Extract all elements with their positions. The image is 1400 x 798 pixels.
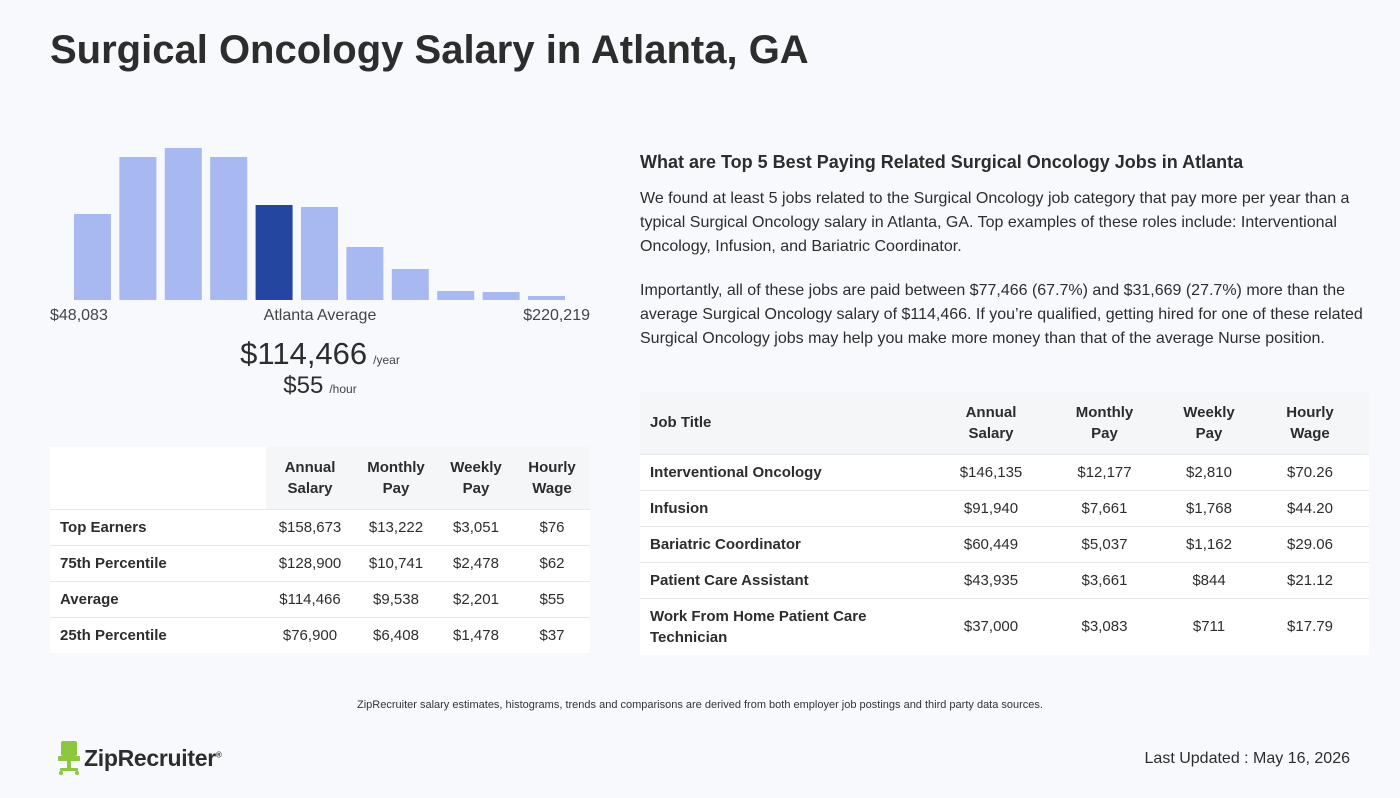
histogram-bar [528, 296, 565, 300]
hourly-wage-cell: $55 [514, 580, 590, 617]
hourly-wage-cell: $29.06 [1251, 525, 1369, 562]
histogram-bar [164, 148, 202, 300]
percentile-label: 25th Percentile [50, 616, 266, 653]
average-yearly-value: $114,466 [240, 336, 368, 371]
average-yearly-salary: $114,466/year [50, 336, 590, 372]
related-header-weekly: Weekly Pay [1167, 392, 1251, 454]
annual-salary-cell: $37,000 [940, 597, 1042, 655]
histogram-bar-average [255, 205, 293, 300]
histogram-bar [391, 269, 429, 300]
histogram-bar [210, 157, 248, 300]
job-title-cell: Patient Care Assistant [640, 561, 940, 598]
percentile-label: 75th Percentile [50, 544, 266, 581]
annual-salary-cell: $91,940 [940, 489, 1042, 526]
annual-salary-cell: $114,466 [266, 580, 354, 617]
percentile-header-annual: Annual Salary [266, 447, 354, 509]
histogram-mid-label: Atlanta Average [263, 307, 377, 324]
monthly-pay-cell: $12,177 [1042, 453, 1167, 490]
histogram-min-label: $48,083 [50, 307, 108, 324]
histogram-max-label: $220,219 [523, 307, 590, 324]
percentile-header-hourly: Hourly Wage [514, 447, 590, 509]
table-row: Top Earners $158,673 $13,222 $3,051 $76 [50, 508, 590, 545]
monthly-pay-cell: $6,408 [354, 616, 438, 653]
histogram-bar [346, 247, 384, 300]
weekly-pay-cell: $2,810 [1167, 453, 1251, 490]
table-row: Bariatric Coordinator $60,449 $5,037 $1,162… [640, 525, 1369, 562]
weekly-pay-cell: $1,478 [438, 616, 514, 653]
annual-salary-cell: $128,900 [266, 544, 354, 581]
monthly-pay-cell: $3,083 [1042, 597, 1167, 655]
hourly-wage-cell: $17.79 [1251, 597, 1369, 655]
hourly-wage-cell: $21.12 [1251, 561, 1369, 598]
job-title-cell: Bariatric Coordinator [640, 525, 940, 562]
monthly-pay-cell: $9,538 [354, 580, 438, 617]
hourly-wage-cell: $76 [514, 508, 590, 545]
annual-salary-cell: $43,935 [940, 561, 1042, 598]
related-table-header: Job Title Annual Salary Monthly Pay Weekly… [640, 392, 1369, 454]
hourly-wage-cell: $70.26 [1251, 453, 1369, 490]
monthly-pay-cell: $10,741 [354, 544, 438, 581]
annual-salary-cell: $60,449 [940, 525, 1042, 562]
table-row: Patient Care Assistant $43,935 $3,661 $844 $… [640, 561, 1369, 598]
last-updated: Last Updated : May 16, 2026 [1144, 750, 1350, 767]
hourly-wage-cell: $62 [514, 544, 590, 581]
histogram-axis-labels: Atlanta Average $48,083 $220,219 [50, 307, 590, 327]
histogram-bar [482, 292, 520, 300]
average-hourly-value: $55 [283, 372, 324, 399]
related-header-job-title: Job Title [640, 392, 940, 454]
salary-histogram [74, 148, 565, 300]
percentile-table: Annual Salary Monthly Pay Weekly Pay Hourly… [50, 447, 590, 653]
monthly-pay-cell: $13,222 [354, 508, 438, 545]
weekly-pay-cell: $1,162 [1167, 525, 1251, 562]
histogram-bar [74, 214, 111, 300]
related-jobs-paragraph-2: Importantly, all of these jobs are paid … [640, 282, 1363, 347]
page-title: Surgical Oncology Salary in Atlanta, GA [50, 28, 809, 72]
histogram-bar [437, 291, 475, 300]
histogram-bar [301, 207, 338, 300]
percentile-header-blank [50, 447, 266, 509]
average-hourly-unit: /hour [329, 382, 357, 396]
weekly-pay-cell: $844 [1167, 561, 1251, 598]
weekly-pay-cell: $711 [1167, 597, 1251, 655]
related-header-hourly: Hourly Wage [1251, 392, 1369, 454]
percentile-label: Average [50, 580, 266, 617]
weekly-pay-cell: $2,478 [438, 544, 514, 581]
percentile-header-weekly: Weekly Pay [438, 447, 514, 509]
logo-wordmark: ZipRecruiter® [84, 744, 222, 771]
table-row: Interventional Oncology $146,135 $12,177 $2… [640, 453, 1369, 490]
related-header-monthly: Monthly Pay [1042, 392, 1167, 454]
related-jobs-heading: What are Top 5 Best Paying Related Surgi… [640, 152, 1244, 172]
related-jobs-table: Job Title Annual Salary Monthly Pay Weekly… [640, 392, 1369, 655]
annual-salary-cell: $158,673 [266, 508, 354, 545]
job-title-cell: Infusion [640, 489, 940, 526]
data-source-footnote: ZipRecruiter salary estimates, histogram… [357, 699, 1043, 711]
job-title-cell: Interventional Oncology [640, 453, 940, 490]
percentile-table-header: Annual Salary Monthly Pay Weekly Pay Hourly… [50, 447, 590, 509]
related-header-annual: Annual Salary [940, 392, 1042, 454]
related-jobs-paragraph-1: We found at least 5 jobs related to the … [640, 190, 1350, 255]
weekly-pay-cell: $1,768 [1167, 489, 1251, 526]
table-row: Work From Home Patient Care Technician $37… [640, 597, 1369, 655]
ziprecruiter-logo[interactable]: ZipRecruiter® [58, 741, 222, 775]
job-title-cell: Work From Home Patient Care Technician [640, 597, 940, 655]
table-row: Average $114,466 $9,538 $2,201 $55 [50, 580, 590, 617]
percentile-header-monthly: Monthly Pay [354, 447, 438, 509]
hourly-wage-cell: $44.20 [1251, 489, 1369, 526]
average-yearly-unit: /year [373, 353, 400, 367]
annual-salary-cell: $76,900 [266, 616, 354, 653]
weekly-pay-cell: $2,201 [438, 580, 514, 617]
chair-icon [58, 741, 80, 775]
average-hourly-wage: $55/hour [50, 372, 590, 400]
table-row: 25th Percentile $76,900 $6,408 $1,478 $37 [50, 616, 590, 653]
histogram-bar [119, 157, 157, 300]
table-row: 75th Percentile $128,900 $10,741 $2,478 $62 [50, 544, 590, 581]
table-row: Infusion $91,940 $7,661 $1,768 $44.20 [640, 489, 1369, 526]
monthly-pay-cell: $3,661 [1042, 561, 1167, 598]
monthly-pay-cell: $5,037 [1042, 525, 1167, 562]
weekly-pay-cell: $3,051 [438, 508, 514, 545]
hourly-wage-cell: $37 [514, 616, 590, 653]
monthly-pay-cell: $7,661 [1042, 489, 1167, 526]
annual-salary-cell: $146,135 [940, 453, 1042, 490]
percentile-label: Top Earners [50, 508, 266, 545]
